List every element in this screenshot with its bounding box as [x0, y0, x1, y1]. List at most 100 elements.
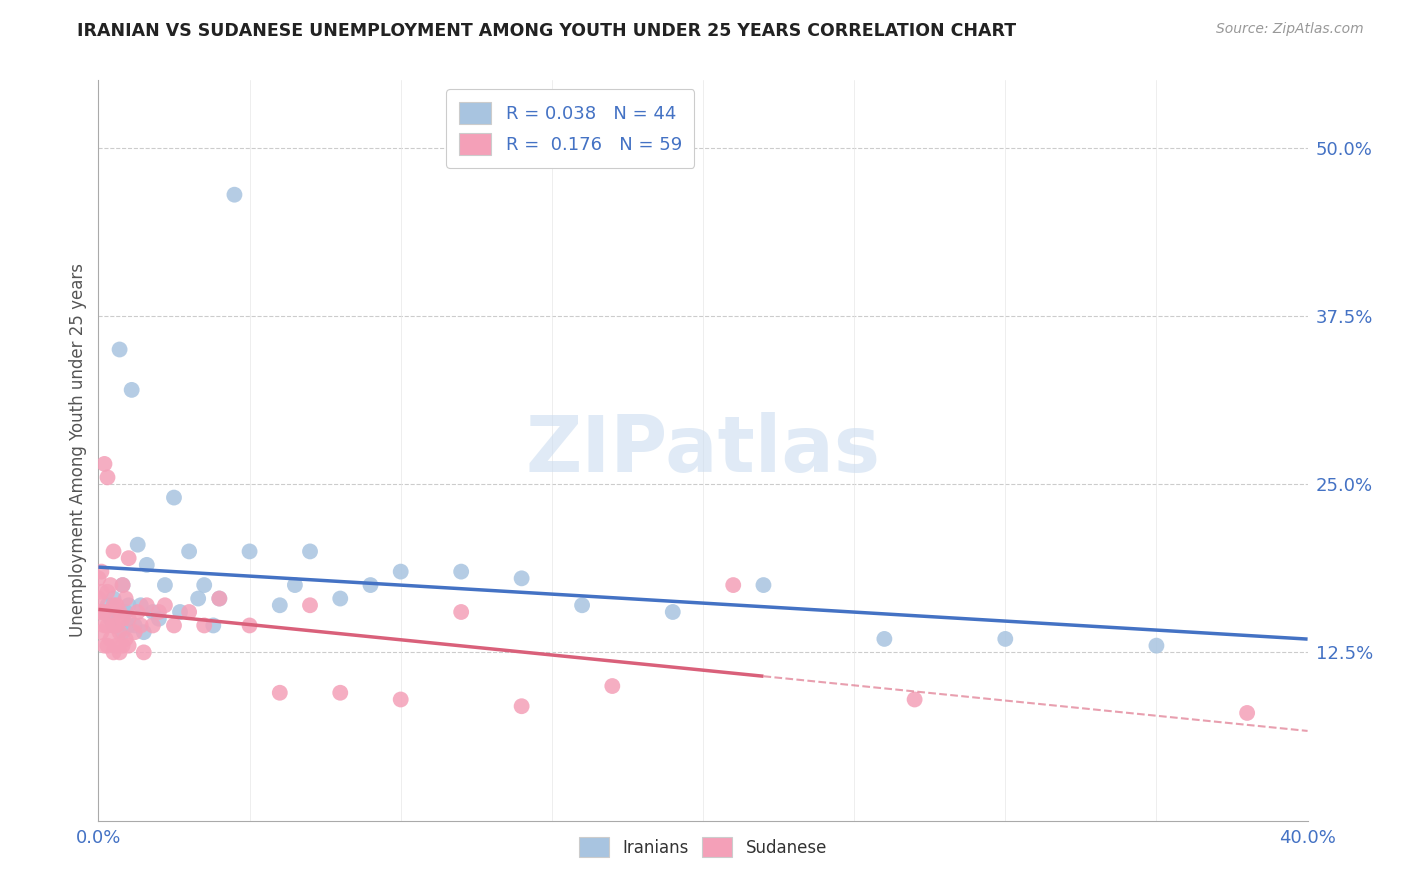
Point	[1236, 706, 1258, 720]
Point	[510, 699, 533, 714]
Point	[124, 618, 146, 632]
Point	[87, 605, 110, 619]
Point	[187, 591, 209, 606]
Point	[239, 618, 262, 632]
Point	[269, 599, 291, 613]
Point	[108, 343, 131, 357]
Text: ZIPatlas: ZIPatlas	[526, 412, 880, 489]
Point	[114, 591, 136, 606]
Point	[93, 605, 115, 619]
Point	[103, 544, 125, 558]
Point	[163, 618, 186, 632]
Point	[389, 565, 412, 579]
Point	[118, 618, 141, 632]
Point	[100, 632, 122, 646]
Point	[96, 470, 118, 484]
Text: Source: ZipAtlas.com: Source: ZipAtlas.com	[1216, 22, 1364, 37]
Point	[208, 591, 231, 606]
Point	[105, 605, 128, 619]
Point	[873, 632, 896, 646]
Point	[148, 612, 170, 626]
Point	[114, 632, 136, 646]
Point	[100, 578, 122, 592]
Point	[132, 645, 155, 659]
Point	[135, 558, 157, 572]
Point	[450, 565, 472, 579]
Point	[93, 457, 115, 471]
Point	[103, 618, 125, 632]
Point	[108, 605, 131, 619]
Point	[90, 565, 112, 579]
Point	[108, 645, 131, 659]
Point	[602, 679, 624, 693]
Point	[148, 605, 170, 619]
Point	[904, 692, 927, 706]
Point	[111, 612, 134, 626]
Point	[510, 571, 533, 585]
Point	[661, 605, 683, 619]
Point	[96, 584, 118, 599]
Point	[118, 599, 141, 613]
Point	[202, 618, 225, 632]
Point	[752, 578, 775, 592]
Point	[193, 618, 215, 632]
Point	[239, 544, 262, 558]
Point	[93, 639, 115, 653]
Point	[118, 639, 141, 653]
Point	[571, 599, 593, 613]
Point	[90, 605, 112, 619]
Point	[329, 591, 352, 606]
Point	[96, 599, 118, 613]
Point	[135, 599, 157, 613]
Point	[450, 605, 472, 619]
Point	[87, 571, 110, 585]
Point	[142, 605, 165, 619]
Point	[224, 187, 246, 202]
Point	[100, 612, 122, 626]
Point	[723, 578, 745, 592]
Point	[179, 544, 201, 558]
Point	[103, 591, 125, 606]
Point	[329, 686, 352, 700]
Point	[118, 551, 141, 566]
Legend: Iranians, Sudanese: Iranians, Sudanese	[572, 830, 834, 864]
Point	[179, 605, 201, 619]
Point	[994, 632, 1017, 646]
Point	[90, 625, 112, 640]
Point	[118, 612, 141, 626]
Point	[132, 625, 155, 640]
Point	[121, 383, 143, 397]
Point	[142, 618, 165, 632]
Point	[96, 639, 118, 653]
Point	[269, 686, 291, 700]
Point	[111, 625, 134, 640]
Point	[299, 599, 322, 613]
Point	[103, 599, 125, 613]
Point	[299, 544, 322, 558]
Y-axis label: Unemployment Among Youth under 25 years: Unemployment Among Youth under 25 years	[69, 263, 87, 638]
Point	[127, 538, 149, 552]
Point	[360, 578, 382, 592]
Point	[1144, 639, 1167, 653]
Point	[169, 605, 191, 619]
Point	[129, 618, 152, 632]
Point	[111, 578, 134, 592]
Point	[103, 645, 125, 659]
Point	[153, 578, 176, 592]
Point	[129, 599, 152, 613]
Point	[127, 605, 149, 619]
Point	[389, 692, 412, 706]
Text: IRANIAN VS SUDANESE UNEMPLOYMENT AMONG YOUTH UNDER 25 YEARS CORRELATION CHART: IRANIAN VS SUDANESE UNEMPLOYMENT AMONG Y…	[77, 22, 1017, 40]
Point	[105, 639, 128, 653]
Point	[111, 578, 134, 592]
Point	[90, 584, 112, 599]
Point	[163, 491, 186, 505]
Point	[96, 618, 118, 632]
Point	[105, 599, 128, 613]
Point	[93, 605, 115, 619]
Point	[193, 578, 215, 592]
Point	[114, 605, 136, 619]
Point	[153, 599, 176, 613]
Point	[124, 625, 146, 640]
Point	[105, 618, 128, 632]
